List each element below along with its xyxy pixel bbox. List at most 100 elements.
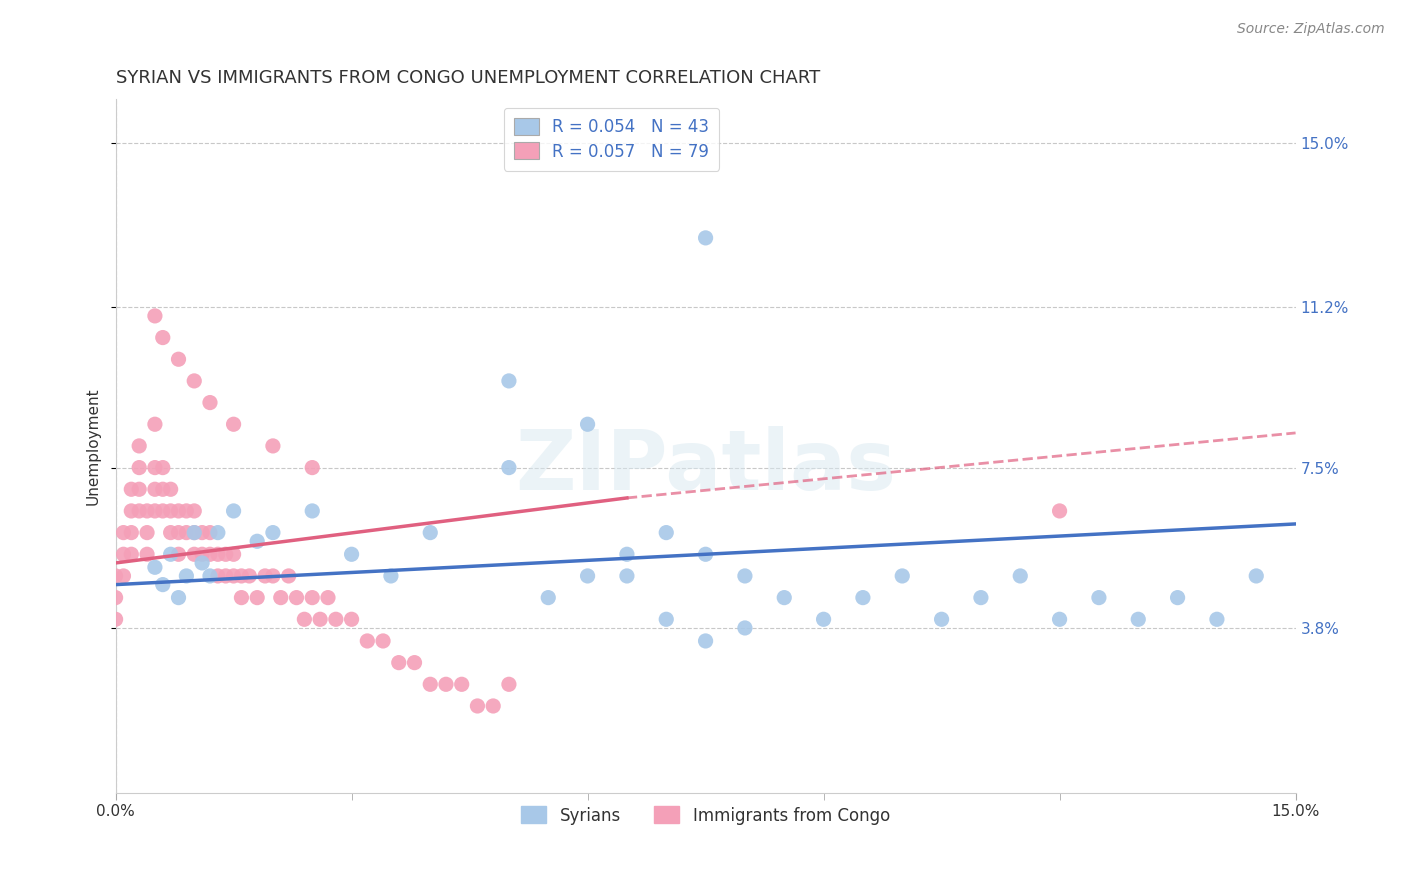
Point — [104, 612, 127, 626]
Point — [254, 569, 277, 583]
Point — [176, 504, 198, 518]
Point — [152, 460, 174, 475]
Point — [136, 504, 159, 518]
Point — [152, 504, 174, 518]
Point — [931, 612, 953, 626]
Point — [136, 525, 159, 540]
Point — [183, 525, 205, 540]
Point — [773, 591, 796, 605]
Point — [734, 621, 756, 635]
Point — [380, 569, 402, 583]
Point — [576, 569, 599, 583]
Point — [128, 483, 150, 497]
Point — [222, 504, 245, 518]
Point — [1206, 612, 1229, 626]
Point — [143, 504, 166, 518]
Point — [222, 417, 245, 432]
Point — [270, 591, 292, 605]
Point — [891, 569, 914, 583]
Point — [301, 460, 323, 475]
Point — [104, 569, 127, 583]
Point — [143, 483, 166, 497]
Point — [167, 525, 190, 540]
Point — [852, 591, 875, 605]
Point — [262, 525, 284, 540]
Point — [183, 525, 205, 540]
Point — [301, 591, 323, 605]
Point — [404, 656, 426, 670]
Point — [167, 547, 190, 561]
Legend: Syrians, Immigrants from Congo: Syrians, Immigrants from Congo — [513, 798, 898, 833]
Point — [695, 634, 717, 648]
Point — [262, 569, 284, 583]
Point — [191, 525, 214, 540]
Point — [207, 525, 229, 540]
Point — [159, 483, 181, 497]
Point — [1088, 591, 1111, 605]
Point — [498, 374, 520, 388]
Point — [128, 439, 150, 453]
Point — [616, 569, 638, 583]
Point — [238, 569, 260, 583]
Point — [1010, 569, 1032, 583]
Point — [246, 534, 269, 549]
Point — [576, 417, 599, 432]
Point — [120, 547, 142, 561]
Point — [655, 612, 678, 626]
Point — [104, 591, 127, 605]
Point — [112, 547, 135, 561]
Point — [198, 395, 221, 409]
Point — [128, 504, 150, 518]
Point — [301, 504, 323, 518]
Text: SYRIAN VS IMMIGRANTS FROM CONGO UNEMPLOYMENT CORRELATION CHART: SYRIAN VS IMMIGRANTS FROM CONGO UNEMPLOY… — [115, 69, 820, 87]
Point — [655, 525, 678, 540]
Point — [167, 504, 190, 518]
Point — [152, 483, 174, 497]
Point — [450, 677, 472, 691]
Point — [695, 547, 717, 561]
Point — [167, 352, 190, 367]
Point — [143, 309, 166, 323]
Point — [695, 231, 717, 245]
Y-axis label: Unemployment: Unemployment — [86, 387, 100, 505]
Point — [1049, 612, 1071, 626]
Point — [1167, 591, 1189, 605]
Point — [537, 591, 560, 605]
Point — [434, 677, 457, 691]
Point — [198, 525, 221, 540]
Point — [970, 591, 993, 605]
Point — [215, 569, 238, 583]
Point — [419, 525, 441, 540]
Point — [325, 612, 347, 626]
Point — [176, 525, 198, 540]
Point — [356, 634, 378, 648]
Point — [340, 547, 363, 561]
Point — [498, 677, 520, 691]
Point — [813, 612, 835, 626]
Point — [128, 460, 150, 475]
Point — [371, 634, 394, 648]
Point — [498, 460, 520, 475]
Point — [340, 612, 363, 626]
Text: ZIPatlas: ZIPatlas — [515, 426, 896, 508]
Point — [1128, 612, 1150, 626]
Point — [167, 591, 190, 605]
Point — [152, 330, 174, 344]
Point — [222, 569, 245, 583]
Point — [143, 560, 166, 574]
Point — [136, 547, 159, 561]
Point — [120, 525, 142, 540]
Point — [222, 547, 245, 561]
Point — [183, 374, 205, 388]
Point — [198, 547, 221, 561]
Point — [1244, 569, 1267, 583]
Point — [215, 547, 238, 561]
Point — [316, 591, 339, 605]
Point — [734, 569, 756, 583]
Point — [112, 569, 135, 583]
Point — [292, 612, 315, 626]
Point — [120, 483, 142, 497]
Point — [207, 569, 229, 583]
Point — [159, 525, 181, 540]
Point — [231, 569, 253, 583]
